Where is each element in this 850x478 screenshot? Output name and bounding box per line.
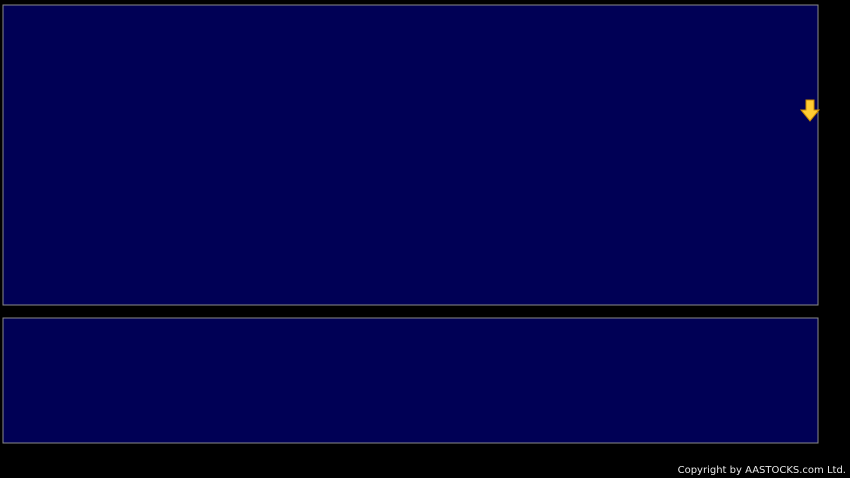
copyright: Copyright by AASTOCKS.com Ltd. <box>678 465 846 476</box>
volume-panel <box>2 317 819 444</box>
price-panel <box>2 4 819 306</box>
signal-arrow <box>799 99 821 122</box>
